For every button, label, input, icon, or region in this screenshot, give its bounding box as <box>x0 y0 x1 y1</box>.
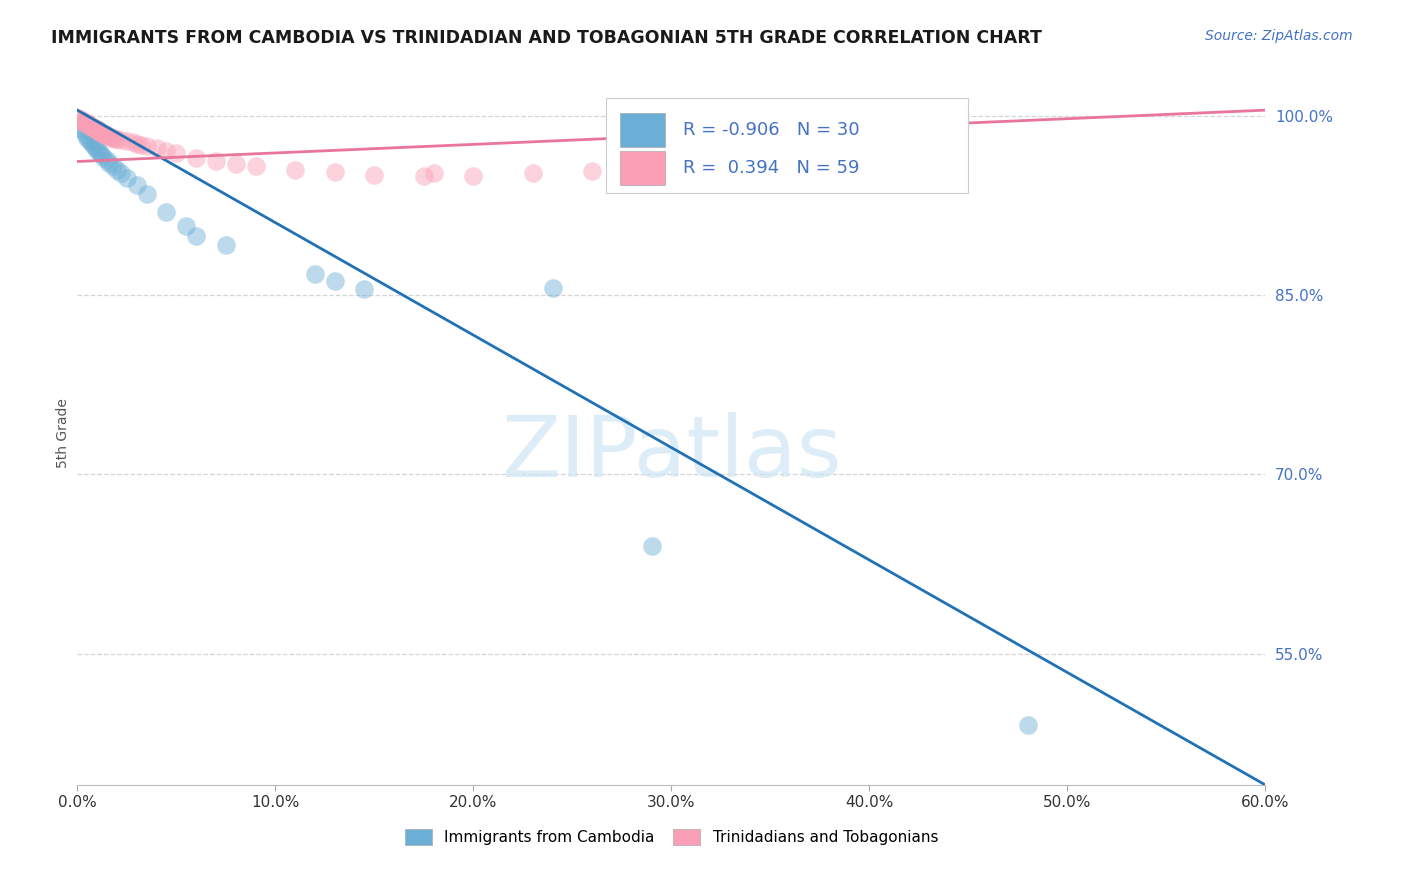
Point <box>91 127 114 141</box>
Point <box>76 116 98 130</box>
Point <box>67 112 90 126</box>
Point <box>94 127 117 141</box>
Point <box>165 146 187 161</box>
Point <box>86 123 108 137</box>
Point <box>581 164 603 178</box>
Point <box>87 123 110 137</box>
Point <box>77 133 100 147</box>
Point <box>101 159 124 173</box>
Point <box>323 165 346 179</box>
Point <box>90 126 112 140</box>
Point <box>87 125 110 139</box>
Point <box>75 115 97 129</box>
FancyBboxPatch shape <box>620 152 665 186</box>
Point <box>740 157 762 171</box>
Point <box>70 112 93 127</box>
Point <box>661 161 683 175</box>
Point <box>75 127 97 141</box>
Point <box>304 267 326 281</box>
Point <box>541 281 564 295</box>
Point <box>75 116 97 130</box>
Point <box>80 119 103 133</box>
Point <box>245 159 267 173</box>
Point <box>80 120 103 134</box>
Point <box>91 126 114 140</box>
Text: Source: ZipAtlas.com: Source: ZipAtlas.com <box>1205 29 1353 43</box>
Point <box>135 186 157 201</box>
Text: ZIPatlas: ZIPatlas <box>501 412 842 495</box>
Point <box>84 122 107 136</box>
Point <box>463 169 485 183</box>
Point <box>125 136 148 151</box>
Text: R = -0.906   N = 30: R = -0.906 N = 30 <box>683 120 860 138</box>
FancyBboxPatch shape <box>620 112 665 146</box>
Point <box>155 144 177 158</box>
Point <box>186 228 208 243</box>
Point <box>82 120 104 134</box>
Point <box>174 219 197 233</box>
Point <box>323 274 346 288</box>
Point <box>96 128 118 143</box>
Point <box>363 168 385 182</box>
Point <box>121 136 143 150</box>
Point <box>86 143 108 157</box>
Point <box>76 130 98 145</box>
Point <box>77 118 100 132</box>
Point <box>94 128 117 143</box>
Point <box>77 119 100 133</box>
Point <box>84 121 107 136</box>
Point <box>101 130 124 145</box>
Point <box>100 130 122 145</box>
FancyBboxPatch shape <box>606 98 969 193</box>
Point <box>76 118 98 132</box>
Point <box>215 238 238 252</box>
Point <box>620 161 643 176</box>
Point <box>70 121 93 136</box>
Point <box>186 151 208 165</box>
Point <box>80 136 103 150</box>
Point <box>110 166 132 180</box>
Point <box>155 204 177 219</box>
Point <box>353 282 375 296</box>
Point <box>105 162 128 177</box>
Point <box>87 145 110 159</box>
Point <box>90 125 112 139</box>
Legend: Immigrants from Cambodia, Trinidadians and Tobagonians: Immigrants from Cambodia, Trinidadians a… <box>398 823 945 851</box>
Point <box>522 166 544 180</box>
Point <box>90 147 112 161</box>
Point <box>96 153 118 168</box>
Text: IMMIGRANTS FROM CAMBODIA VS TRINIDADIAN AND TOBAGONIAN 5TH GRADE CORRELATION CHA: IMMIGRANTS FROM CAMBODIA VS TRINIDADIAN … <box>51 29 1042 46</box>
Point <box>640 539 662 553</box>
Point <box>98 129 121 144</box>
Point <box>91 150 114 164</box>
Point <box>145 141 167 155</box>
Point <box>423 166 446 180</box>
Point <box>72 115 94 129</box>
Point <box>104 132 127 146</box>
Text: R =  0.394   N = 59: R = 0.394 N = 59 <box>683 160 859 178</box>
Point <box>412 169 434 183</box>
Point <box>105 132 128 146</box>
Point <box>205 154 228 169</box>
Point <box>84 140 107 154</box>
Y-axis label: 5th Grade: 5th Grade <box>56 398 70 467</box>
Point <box>82 137 104 152</box>
Point <box>129 137 152 152</box>
Point <box>1017 718 1039 732</box>
Point <box>125 178 148 193</box>
Point <box>759 155 782 169</box>
Point <box>115 134 138 148</box>
Point <box>98 155 121 169</box>
Point <box>115 171 138 186</box>
Point <box>110 133 132 147</box>
Point <box>135 139 157 153</box>
Point <box>82 121 104 136</box>
Point <box>96 129 118 144</box>
Point <box>225 157 247 171</box>
Point <box>284 162 307 177</box>
Point <box>86 122 108 136</box>
Point <box>72 123 94 137</box>
Point <box>72 114 94 128</box>
Point <box>70 114 93 128</box>
